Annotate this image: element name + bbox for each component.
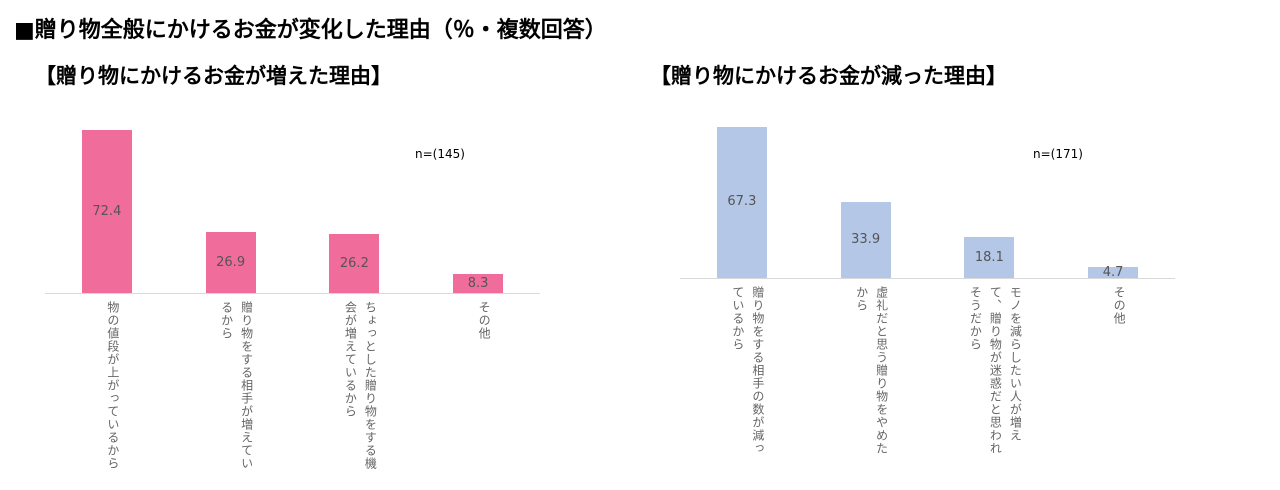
x-tick-label: 贈り物をする相手が増えているから [219, 301, 254, 470]
x-axis [45, 293, 540, 294]
x-tick-label: ちょっとした贈り物をする機会が増えているから [343, 301, 378, 470]
value-label: 26.9 [216, 254, 246, 270]
bar [1088, 267, 1139, 278]
bar [329, 234, 380, 293]
value-label: 67.3 [727, 194, 757, 210]
x-tick-label: その他 [477, 301, 492, 340]
value-label: 26.2 [339, 255, 369, 271]
x-axis [680, 278, 1175, 279]
value-label: 72.4 [92, 203, 122, 219]
value-label: 33.9 [851, 231, 881, 247]
x-tick-label: その他 [1112, 286, 1127, 325]
x-tick-label: モノを減らしたい人が増えて、贈り物が迷惑だと思われそうだから [968, 286, 1023, 455]
value-label: 8.3 [467, 275, 489, 291]
bar [205, 232, 256, 293]
annotation: n=(145) [415, 147, 465, 161]
bar [81, 130, 132, 293]
chart-title: 【贈り物にかけるお金が増えた理由】 [35, 64, 392, 88]
value-label: 18.1 [974, 249, 1004, 265]
annotation: n=(171) [1033, 147, 1083, 161]
x-tick-label: 贈り物をする相手の数が減っているから [730, 286, 765, 455]
chart-title: 【贈り物にかけるお金が減った理由】 [650, 64, 1007, 88]
x-tick-label: 物の値段が上がっているから [105, 301, 120, 470]
value-label: 4.7 [1102, 264, 1124, 280]
bar [716, 126, 767, 278]
page-title: ■贈り物全般にかけるお金が変化した理由（％・複数回答） [14, 18, 607, 43]
bar [453, 274, 504, 293]
x-tick-label: 虚礼だと思う贈り物をやめたから [854, 286, 889, 455]
bar [964, 237, 1015, 278]
bar [840, 201, 891, 278]
